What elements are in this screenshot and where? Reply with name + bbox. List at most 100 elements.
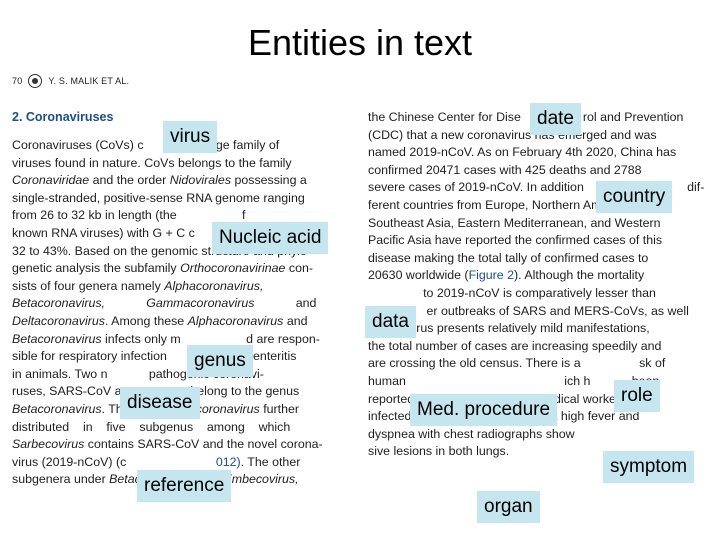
text-segment: belong to the genus xyxy=(121,384,300,399)
text-segment: f xyxy=(176,208,246,223)
text-segment: Sarbecovirus xyxy=(12,437,85,452)
text-segment xyxy=(126,455,216,469)
right-column-text: the Chinese Center for Dise rol and Prev… xyxy=(368,109,704,461)
text-segment: are crossing the old census. There is a xyxy=(368,356,581,371)
entity-label-data: data xyxy=(365,306,416,338)
text-segment: and xyxy=(254,296,317,311)
citation-link[interactable]: 012) xyxy=(215,454,241,469)
text-segment: ). Although the mortality xyxy=(514,268,645,283)
text-segment: genetic analysis the subfamily xyxy=(12,261,181,276)
text-segment: distributed in five subgenus among which xyxy=(12,419,291,434)
text-line: 20630 worldwide (Figure 2). Although the… xyxy=(368,267,700,285)
text-segment: named 2019-nCoV. As on February 4th 2020… xyxy=(368,145,677,160)
text-segment: dyspnea with chest radiographs show xyxy=(368,426,575,441)
text-line: confirmed 20471 cases with 425 deaths an… xyxy=(368,162,700,180)
text-segment: disease making the total tally of confir… xyxy=(368,250,649,265)
text-line: (CDC) that a new coronavirus has emerged… xyxy=(368,127,700,145)
text-segment: viruses found in nature. CoVs belongs to… xyxy=(12,155,292,170)
text-segment: d are respon- xyxy=(180,331,320,346)
text-line: er outbreaks of SARS and MERS-CoVs, as w… xyxy=(368,303,700,321)
text-segment: further xyxy=(259,401,300,416)
citation-link[interactable]: Figure 2 xyxy=(468,268,515,283)
text-line: virus (2019-nCoV) (c 012). The other xyxy=(12,454,344,472)
entity-label-country: country xyxy=(596,181,673,213)
text-line: Coronaviridae and the order Nidovirales … xyxy=(12,172,344,190)
text-segment: Alphacoronavirus xyxy=(187,313,284,328)
text-line: ferent countries from Europe, Northern A… xyxy=(368,197,700,215)
text-line: Betacoronavirus, Gammacoronavirus and xyxy=(12,295,344,313)
text-segment: human xyxy=(368,373,406,388)
text-line: known RNA viruses) with G + C c xyxy=(12,225,344,243)
text-line: distributed in five subgenus among which xyxy=(12,419,344,437)
entity-label-organ: organ xyxy=(477,491,540,523)
text-segment: subgenera under xyxy=(12,472,110,487)
text-segment: from 26 to 32 kb in length (the xyxy=(12,208,177,223)
entity-label-genus: genus xyxy=(187,345,253,377)
text-line: Sarbecovirus contains SARS-CoV and the n… xyxy=(12,436,344,454)
text-line: Betacoronavirus infects only m d are res… xyxy=(12,331,344,349)
entity-label-reference: reference xyxy=(137,470,232,502)
text-segment: contains SARS-CoV and the novel corona- xyxy=(84,437,323,452)
text-segment: er outbreaks of SARS and MERS-CoVs, as w… xyxy=(368,303,689,318)
text-line: sive lesions in both lungs. xyxy=(368,443,700,461)
text-segment: sk of xyxy=(580,356,666,371)
text-segment xyxy=(105,296,146,310)
text-segment: Gammacoronavirus xyxy=(146,296,255,311)
journal-logo-icon xyxy=(28,74,43,88)
text-segment: infects only m xyxy=(101,331,181,346)
text-segment: and xyxy=(283,313,308,328)
text-segment: Embecovirus, xyxy=(223,472,299,487)
section-title: 2. Coronaviruses xyxy=(12,110,114,124)
text-segment: Southeast Asia, Eastern Mediterranean, a… xyxy=(368,215,661,230)
text-line: disease making the total tally of confir… xyxy=(368,250,700,268)
text-segment: and the order xyxy=(89,173,170,188)
text-segment: sists of four genera namely xyxy=(12,278,165,293)
text-line: as this virus presents relatively mild m… xyxy=(368,320,700,338)
text-segment: . Among these xyxy=(104,313,188,328)
text-segment: Pacific Asia have reported the confirmed… xyxy=(368,233,663,248)
text-line: to 2019-nCoV is comparatively lesser tha… xyxy=(368,285,700,303)
text-segment: to 2019-nCoV is comparatively lesser tha… xyxy=(368,285,656,300)
entity-label-med-procedure: Med. procedure xyxy=(410,394,558,426)
text-line: ruses, SARS-CoV a belong to the genus xyxy=(12,383,344,401)
text-segment: possessing a xyxy=(231,173,307,188)
text-line: Southeast Asia, Eastern Mediterranean, a… xyxy=(368,215,700,233)
text-line: viruses found in nature. CoVs belongs to… xyxy=(12,155,344,173)
text-segment: Coronaviruses (CoVs) c xyxy=(12,138,144,152)
text-segment: ruses, SARS-CoV a xyxy=(12,384,122,399)
entity-label-symptom: symptom xyxy=(603,451,695,483)
text-segment: the Chinese Center for Dise xyxy=(368,110,521,124)
text-line: named 2019-nCoV. As on February 4th 2020… xyxy=(368,144,700,162)
text-segment: con- xyxy=(285,261,313,276)
text-segment: Betacoronavirus xyxy=(12,331,102,346)
text-line: sists of four genera namely Alphacoronav… xyxy=(12,278,344,296)
text-segment: ferent countries from Europe, Northern A… xyxy=(368,197,632,212)
entity-label-disease: disease xyxy=(120,387,200,419)
text-segment: dif- xyxy=(687,180,705,195)
text-segment: single-stranded, positive-sense RNA geno… xyxy=(12,190,305,205)
entity-label-role: role xyxy=(614,380,660,412)
entity-label-virus: virus xyxy=(163,121,218,153)
text-segment: 20630 worldwide ( xyxy=(368,268,469,283)
text-segment: Deltacoronavirus xyxy=(12,313,105,328)
text-segment: Betacoronavirus xyxy=(12,401,102,416)
text-line: Deltacoronavirus. Among these Alphacoron… xyxy=(12,313,344,331)
text-line: sible for respiratory infection and ente… xyxy=(12,348,344,366)
entity-label-nucleic-acid: Nucleic acid xyxy=(212,222,329,254)
text-segment: confirmed 20471 cases with 425 deaths an… xyxy=(368,162,642,177)
left-column-text: Coronaviruses (CoVs) c a large family of… xyxy=(12,137,344,489)
text-segment: sive lesions in both lungs. xyxy=(368,444,510,459)
text-line: genetic analysis the subfamily Orthocoro… xyxy=(12,260,344,278)
text-segment: in animals. Two n xyxy=(12,366,108,381)
text-segment: rol and Prevention xyxy=(520,110,684,124)
text-segment: Betacoronavirus, xyxy=(12,296,105,311)
text-segment: Coronaviridae xyxy=(12,173,90,188)
text-line: the total number of cases are increasing… xyxy=(368,338,700,356)
text-segment: Nidovirales xyxy=(169,173,232,188)
text-segment: ich h xyxy=(405,373,591,388)
text-segment: severe cases of 2019-nCoV. In addition xyxy=(368,180,584,195)
text-line: Pacific Asia have reported the confirmed… xyxy=(368,232,700,250)
entity-label-date: date xyxy=(530,103,581,135)
text-segment: sible for respiratory infection xyxy=(12,349,167,364)
text-segment: known RNA viruses) with G + C c xyxy=(12,225,195,240)
